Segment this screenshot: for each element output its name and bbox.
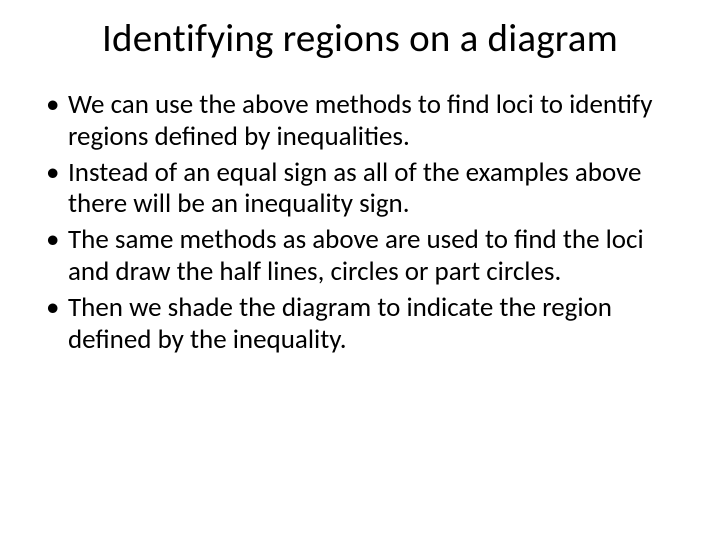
list-item: Instead of an equal sign as all of the e…	[68, 157, 674, 221]
list-item: Then we shade the diagram to indicate th…	[68, 292, 674, 356]
slide-title: Identifying regions on a diagram	[40, 18, 680, 61]
list-item: The same methods as above are used to fi…	[68, 224, 674, 288]
bullet-list: We can use the above methods to find loc…	[40, 89, 680, 360]
list-item: We can use the above methods to find loc…	[68, 89, 674, 153]
slide: Identifying regions on a diagram We can …	[0, 0, 720, 540]
